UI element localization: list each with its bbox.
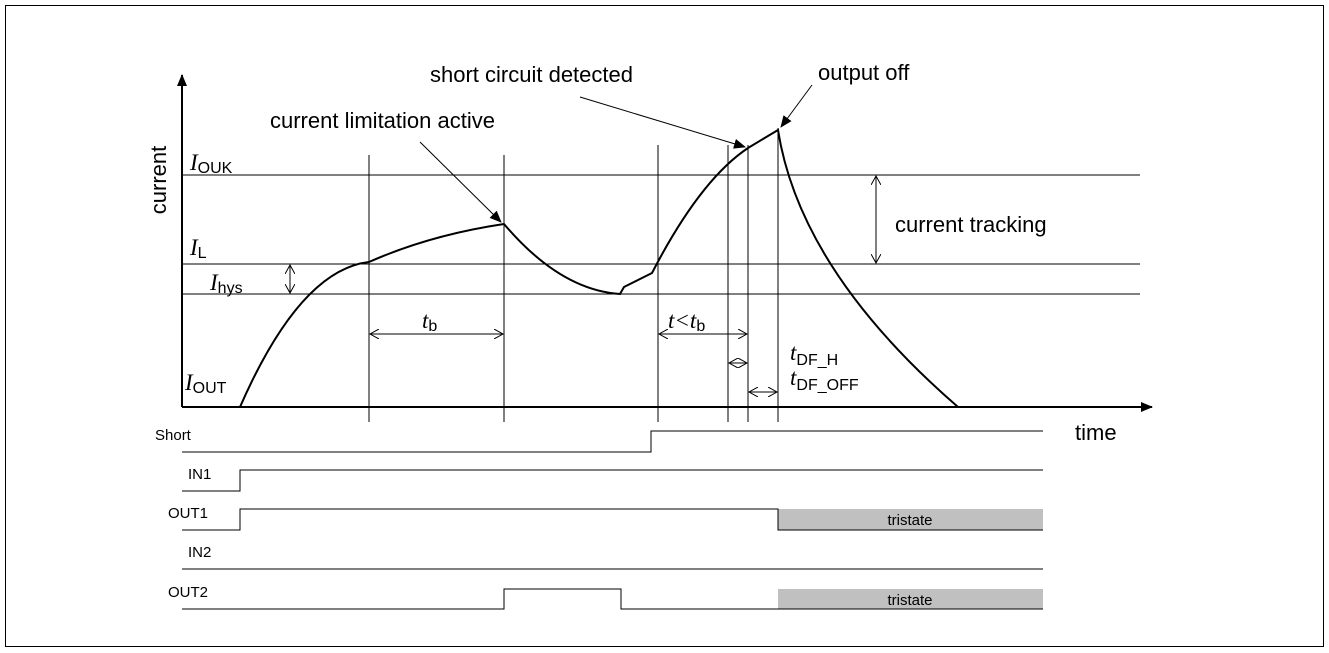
tristate-label: tristate [887,592,932,609]
annotation: short circuit detected [430,62,633,87]
interval-label: tDF_H [790,340,838,369]
signal-label: OUT2 [168,584,208,601]
time-markers [368,128,779,422]
annotation-arrow [579,96,746,149]
signal-label: OUT1 [168,505,208,522]
signal-label: IN2 [188,544,211,561]
signal-trace [182,430,1043,453]
level-label: IOUT [184,370,227,397]
subscript: L [198,245,207,262]
annotation-arrow [780,84,813,128]
subscript: DF_H [796,352,838,369]
subscript: DF_OFF [796,377,858,394]
symbol: I [209,270,219,295]
frame [5,5,1324,647]
signal-trace [182,469,1043,492]
signal-label: Short [155,427,192,444]
subscript: hys [218,280,243,297]
level-label: IOUK [189,150,233,177]
signal-trace [182,588,1043,610]
interval-label: tb [422,308,437,335]
subscript: b [428,318,437,335]
symbol: t [790,340,797,365]
subscript: b [696,318,705,335]
annotation: current limitation active [270,108,495,133]
symbol: t [690,308,697,333]
symbol: t [668,308,675,333]
tristate-region [778,589,1043,609]
signal-trace [182,508,1043,531]
annotation-arrow [419,141,502,223]
x-axis-label: time [1075,420,1117,445]
y-axis-label: current [146,146,171,214]
annotation: output off [818,60,910,85]
tristate-region [778,509,1043,530]
level-label: IL [189,235,207,262]
symbol: I [189,150,199,175]
symbol: I [189,235,199,260]
subscript: OUT [193,380,227,397]
symbol: I [184,370,194,395]
current-curve [239,128,959,408]
interval-label: tDF_OFF [790,365,859,394]
symbol: t [422,308,429,333]
relation: < [674,308,690,333]
symbol: t [790,365,797,390]
subscript: OUK [198,160,233,177]
interval-label: t<tb [668,308,705,335]
annotation: current tracking [895,212,1047,237]
signal-label: IN1 [188,466,211,483]
tristate-label: tristate [887,512,932,529]
level-label: Ihys [209,270,243,297]
